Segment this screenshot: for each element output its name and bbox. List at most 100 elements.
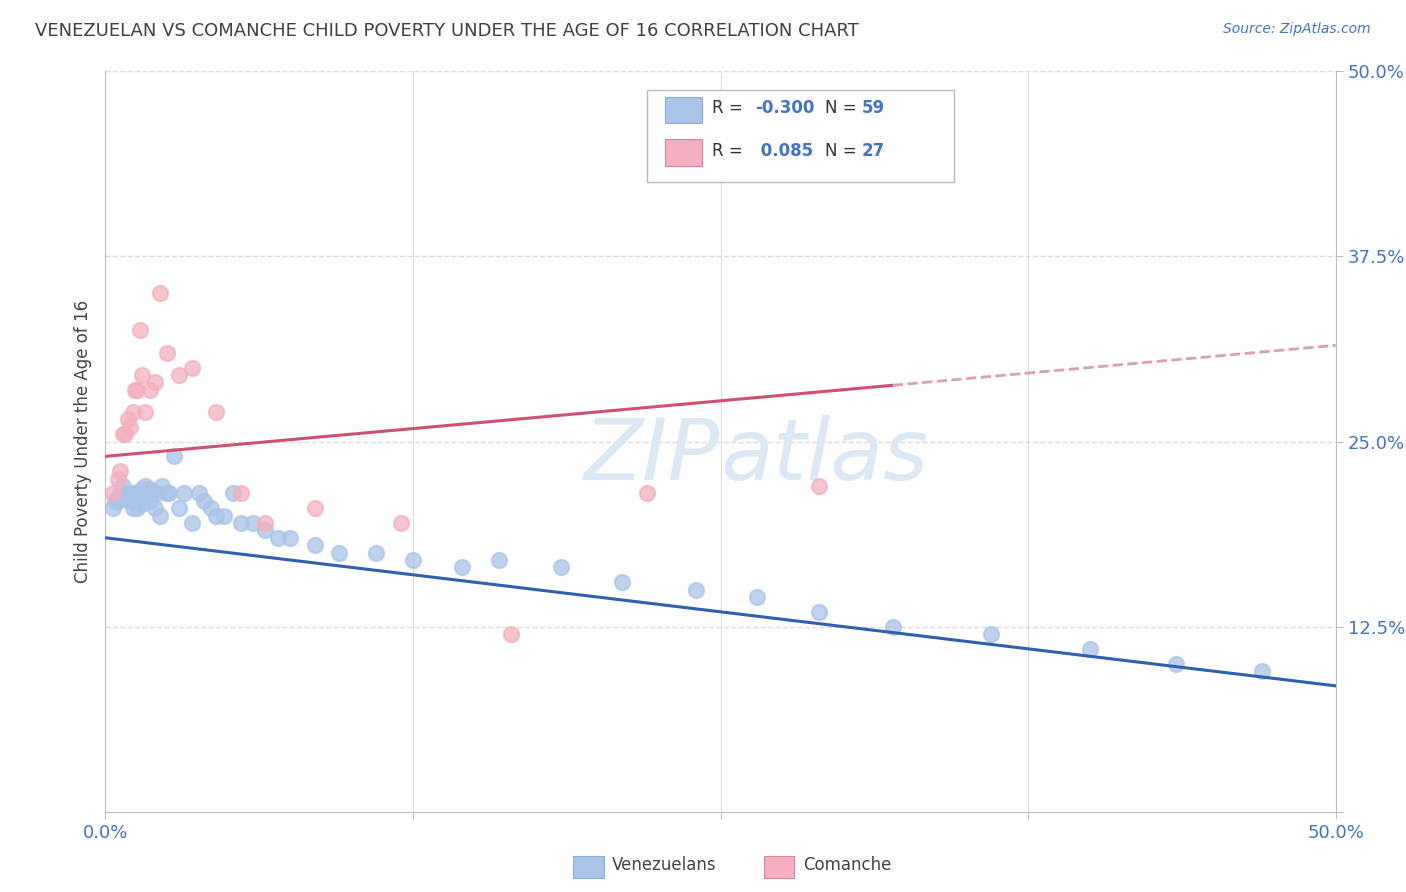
Point <box>366 546 388 560</box>
Point <box>127 501 149 516</box>
Text: Source: ZipAtlas.com: Source: ZipAtlas.com <box>1223 22 1371 37</box>
Point <box>193 493 215 508</box>
Point <box>101 486 124 500</box>
Text: 59: 59 <box>862 99 886 117</box>
Text: R =: R = <box>711 99 748 117</box>
Point <box>267 531 290 545</box>
Text: Comanche: Comanche <box>803 856 891 874</box>
Point <box>124 383 146 397</box>
Bar <box>665 139 702 166</box>
Point <box>127 383 149 397</box>
FancyBboxPatch shape <box>647 90 955 183</box>
Bar <box>574 856 603 879</box>
Point <box>149 286 172 301</box>
Point <box>610 575 633 590</box>
Point <box>278 531 301 545</box>
Point <box>747 590 769 604</box>
Point <box>134 479 156 493</box>
Point <box>134 491 156 505</box>
Point <box>107 471 129 485</box>
Point <box>980 627 1002 641</box>
Point <box>143 376 166 390</box>
Point <box>173 486 195 500</box>
Point <box>117 486 139 500</box>
Point <box>882 619 904 633</box>
Point <box>222 486 245 500</box>
Point <box>254 524 277 538</box>
Point <box>163 450 186 464</box>
Point <box>1164 657 1187 671</box>
Point <box>120 419 141 434</box>
Point <box>451 560 474 574</box>
Point <box>124 486 146 500</box>
Bar <box>763 856 794 879</box>
Bar <box>665 96 702 123</box>
Point <box>111 427 134 442</box>
Point <box>200 501 222 516</box>
Point <box>120 493 141 508</box>
Text: N =: N = <box>825 99 862 117</box>
Point <box>254 516 277 530</box>
Point <box>138 493 162 508</box>
Point <box>110 486 132 500</box>
Point <box>685 582 707 597</box>
Point <box>389 516 412 530</box>
Point <box>159 486 180 500</box>
Point <box>180 360 202 375</box>
Point <box>143 501 166 516</box>
Point <box>304 501 326 516</box>
Point <box>550 560 572 574</box>
Text: ZIP: ZIP <box>585 415 721 498</box>
Point <box>129 324 152 338</box>
Text: atlas: atlas <box>721 415 928 498</box>
Point <box>120 486 141 500</box>
Point <box>124 493 146 508</box>
Point <box>131 368 153 382</box>
Point <box>205 405 228 419</box>
Point <box>138 482 162 496</box>
Point <box>304 538 326 552</box>
Point <box>156 345 179 359</box>
Point <box>101 501 124 516</box>
Point <box>501 627 523 641</box>
Text: -0.300: -0.300 <box>755 99 814 117</box>
Point <box>141 486 163 500</box>
Point <box>134 405 156 419</box>
Text: N =: N = <box>825 142 862 160</box>
Point <box>107 493 129 508</box>
Text: R =: R = <box>711 142 748 160</box>
Point <box>117 412 139 426</box>
Point <box>114 427 136 442</box>
Point <box>229 486 252 500</box>
Point <box>146 486 169 500</box>
Point <box>205 508 228 523</box>
Text: VENEZUELAN VS COMANCHE CHILD POVERTY UNDER THE AGE OF 16 CORRELATION CHART: VENEZUELAN VS COMANCHE CHILD POVERTY UND… <box>35 22 859 40</box>
Point <box>131 482 153 496</box>
Text: 27: 27 <box>862 142 886 160</box>
Point <box>488 553 510 567</box>
Point <box>180 516 202 530</box>
Point <box>149 508 172 523</box>
Point <box>212 508 235 523</box>
Point <box>1251 664 1274 678</box>
Point <box>138 383 162 397</box>
Point <box>402 553 425 567</box>
Point <box>1078 641 1101 656</box>
Point <box>131 497 153 511</box>
Point <box>188 486 211 500</box>
Point <box>150 479 173 493</box>
Point <box>229 516 252 530</box>
Point <box>110 464 132 478</box>
Point <box>121 405 143 419</box>
Point <box>169 368 191 382</box>
Text: 0.085: 0.085 <box>755 142 813 160</box>
Point <box>104 493 127 508</box>
Point <box>129 486 152 500</box>
Point <box>636 486 658 500</box>
Point <box>136 486 159 500</box>
Point <box>242 516 264 530</box>
Point <box>328 546 350 560</box>
Point <box>807 605 830 619</box>
Point <box>114 486 136 500</box>
Point <box>156 486 179 500</box>
